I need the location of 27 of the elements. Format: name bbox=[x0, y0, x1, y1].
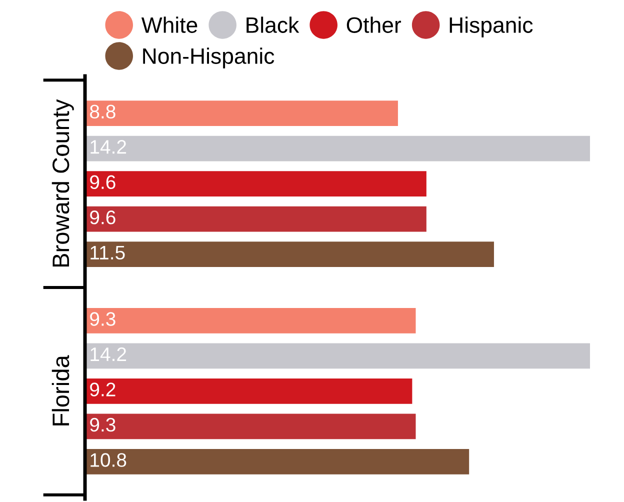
data-label: 11.5 bbox=[90, 246, 125, 260]
bar bbox=[85, 242, 494, 268]
legend-label: Hispanic bbox=[450, 16, 533, 38]
data-label: 14.2 bbox=[90, 347, 126, 361]
data-label: 8.8 bbox=[90, 104, 116, 119]
legend-label: Black bbox=[246, 16, 300, 33]
bar bbox=[85, 206, 426, 232]
data-label: 9.6 bbox=[90, 210, 116, 224]
legend-label: White bbox=[141, 16, 198, 33]
data-label: 9.3 bbox=[90, 312, 116, 326]
bar bbox=[85, 414, 416, 440]
bar bbox=[85, 378, 412, 404]
legend-label: Non-Hispanic bbox=[143, 48, 274, 68]
data-label: 14.2 bbox=[90, 140, 126, 154]
y-tick-label: Florida bbox=[52, 355, 70, 426]
bar bbox=[85, 171, 426, 197]
bar bbox=[85, 100, 398, 126]
data-label: 10.8 bbox=[90, 453, 126, 467]
data-label: 9.3 bbox=[90, 418, 116, 432]
y-tick-label: Broward County bbox=[52, 99, 74, 267]
bar bbox=[85, 343, 590, 369]
data-label: 9.2 bbox=[90, 382, 116, 396]
bar bbox=[85, 448, 470, 474]
bar bbox=[85, 308, 416, 334]
legend-label: Other bbox=[346, 16, 402, 33]
bar bbox=[85, 136, 590, 162]
data-label: 9.6 bbox=[90, 175, 116, 190]
